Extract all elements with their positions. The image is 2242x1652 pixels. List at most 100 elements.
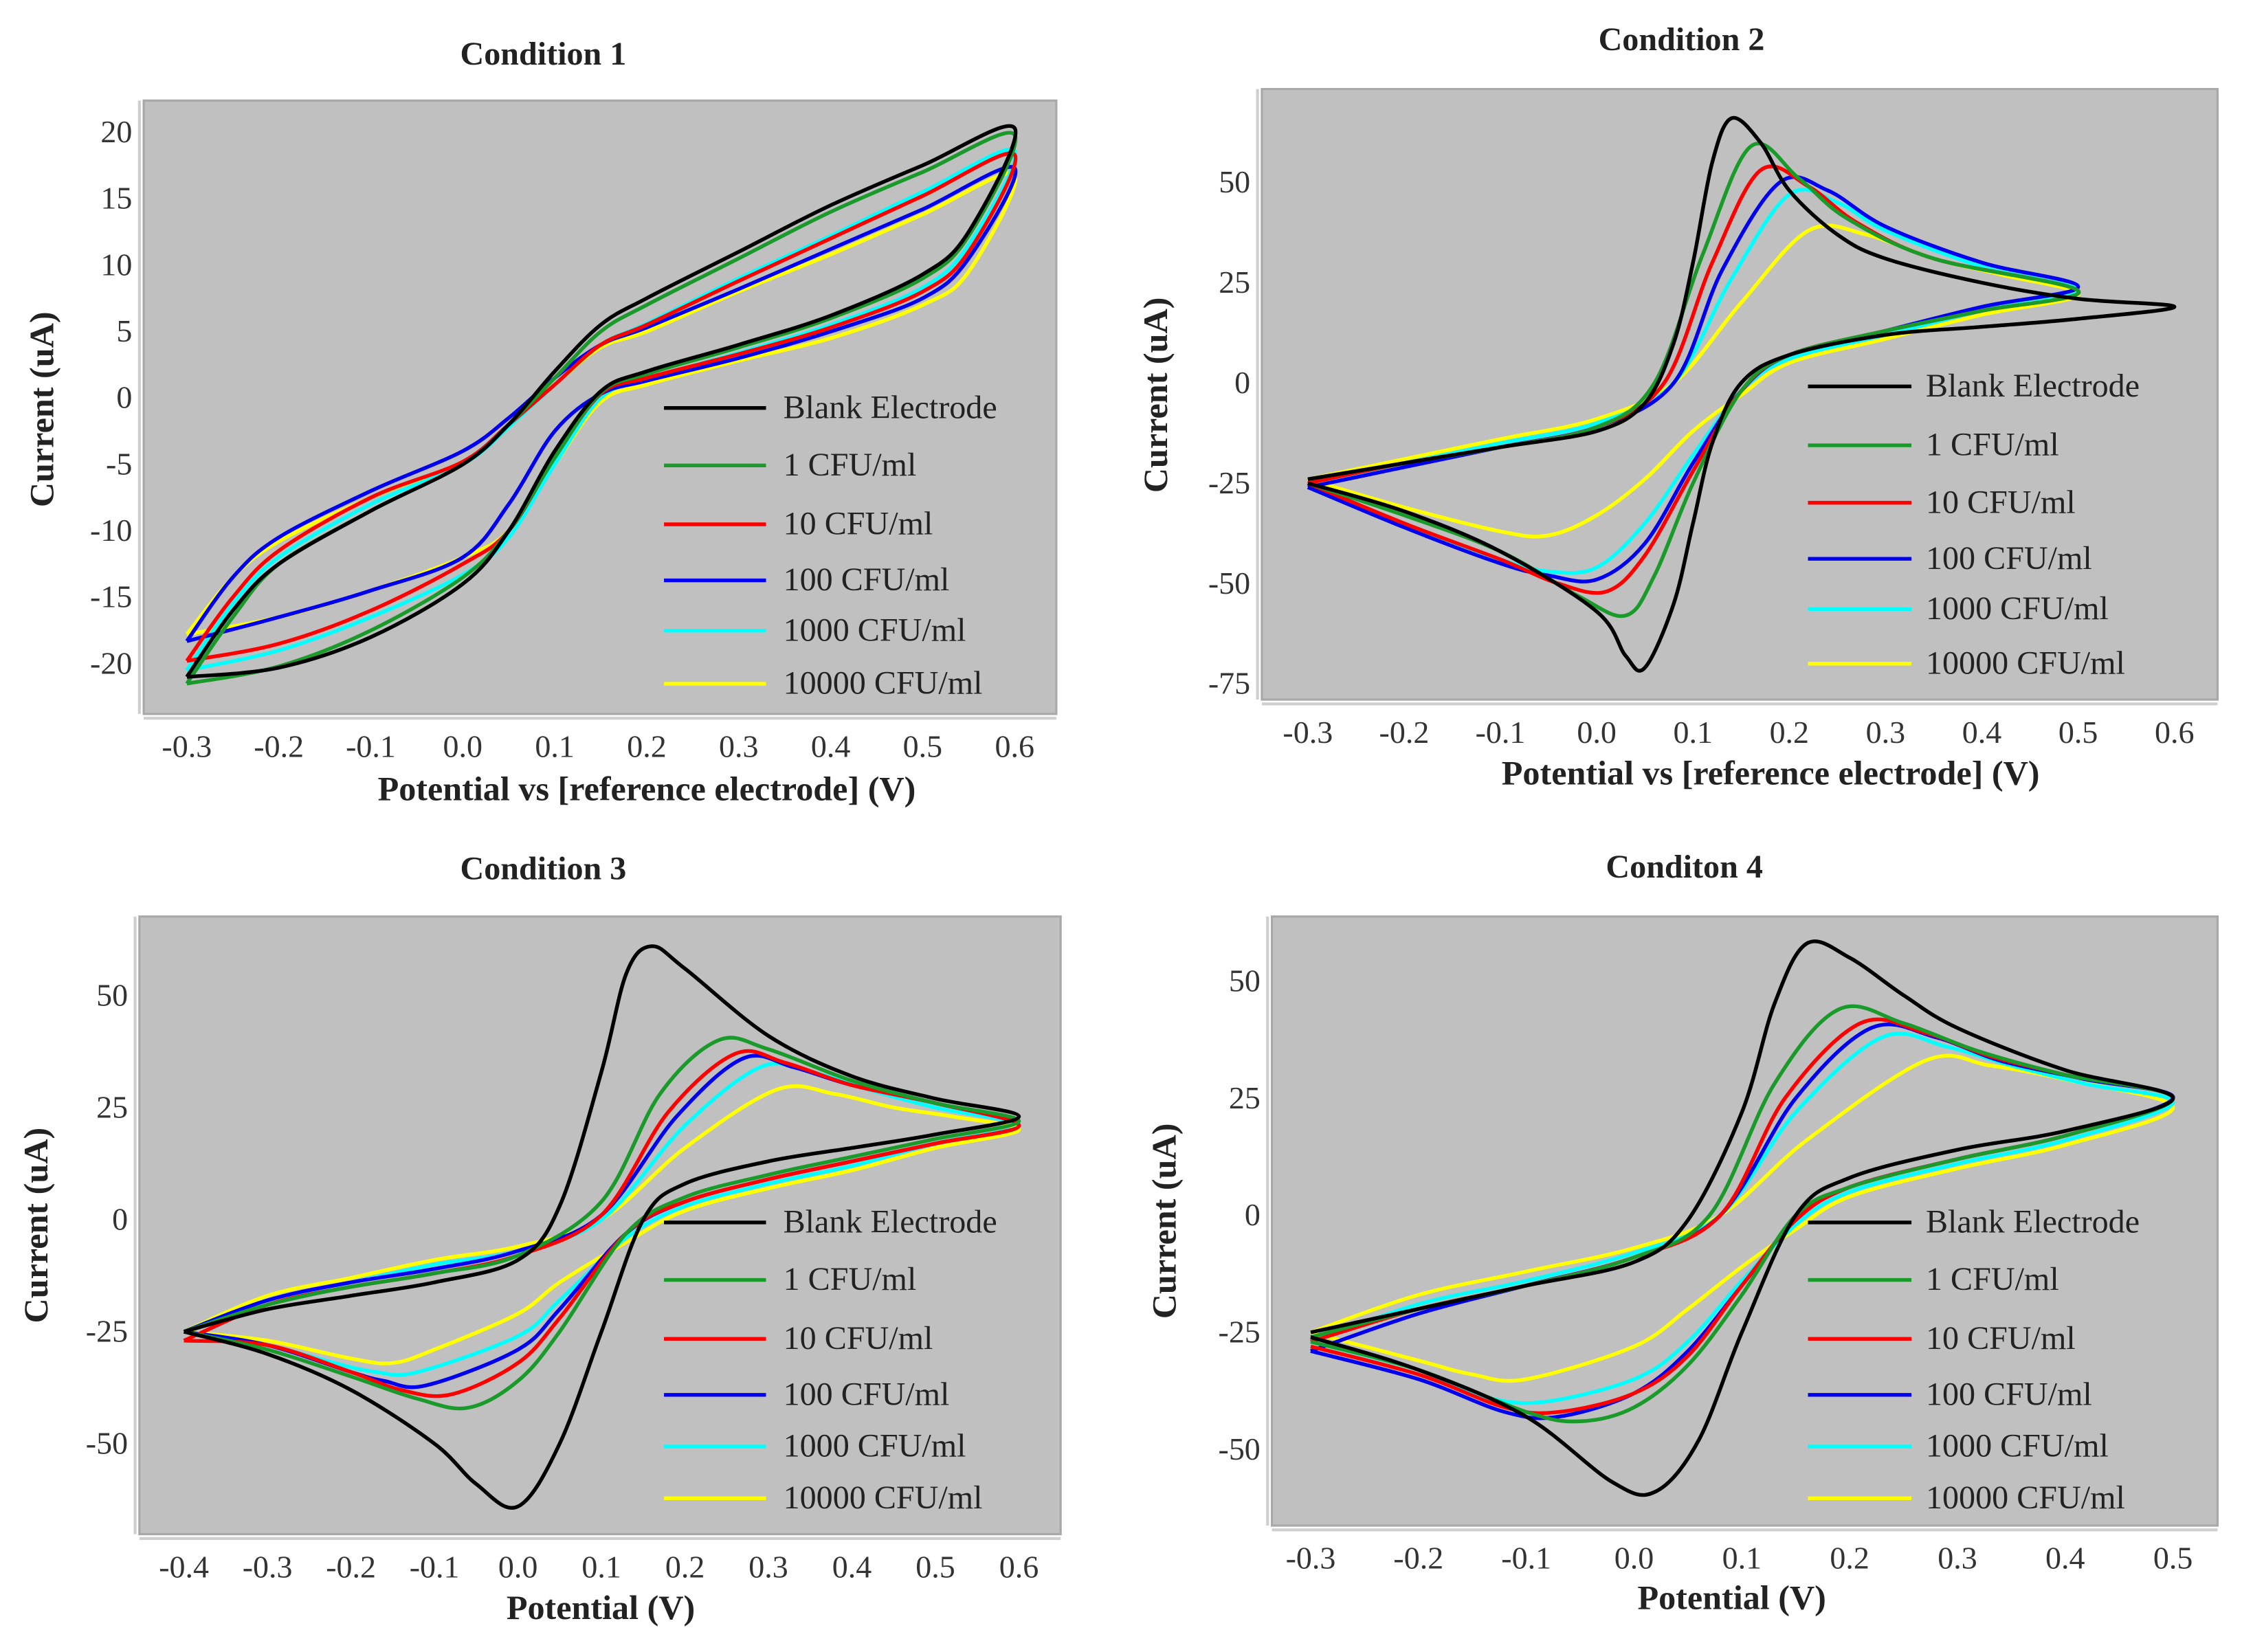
y-tick-label: 0 [1234, 365, 1250, 400]
legend-item: 1000 CFU/ml [664, 1428, 966, 1464]
x-tick-label: -0.3 [1283, 715, 1333, 750]
series-line-blank-electrode [1307, 115, 2177, 673]
legend-label: Blank Electrode [784, 1204, 997, 1240]
series-line-1000-cfu-ml [1310, 1031, 2175, 1405]
legend-item: 1 CFU/ml [1808, 1261, 2059, 1297]
x-tick-label: 0.2 [1830, 1541, 1869, 1576]
x-axis-label: Potential vs [reference electrode] (V) [1502, 753, 2040, 792]
x-tick-label: 0.2 [627, 729, 666, 764]
legend-label: Blank Electrode [784, 389, 997, 425]
chart-condition-4: Conditon 4 Potential (V) Current (uA) -0.3 -… [1144, 849, 2219, 1616]
legend-item: 1 CFU/ml [664, 1261, 916, 1297]
legend-item: Blank Electrode [664, 389, 997, 425]
legend-label: 10 CFU/ml [784, 506, 933, 542]
chart-condition-2: Condition 2 Potential vs [reference elect… [1136, 21, 2219, 792]
y-tick-label: 0 [112, 1201, 128, 1236]
legend-item: 10000 CFU/ml [1808, 645, 2125, 681]
legend-item: 10 CFU/ml [664, 1320, 933, 1357]
y-axis-label: Current (uA) [16, 1128, 55, 1324]
x-tick-label: -0.3 [243, 1549, 293, 1584]
chart-condition-1: Condition 1 Potential vs [reference elect… [22, 36, 1058, 807]
y-tick-label: 25 [96, 1089, 128, 1124]
legend-label: 100 CFU/ml [1926, 540, 2092, 577]
y-tick-label: -25 [86, 1313, 128, 1348]
series-line-1-cfu-ml [183, 1036, 1021, 1411]
x-tick-label: -0.1 [410, 1549, 460, 1584]
series-line-blank-electrode [185, 124, 1018, 679]
x-tick-label: 0.6 [995, 729, 1034, 764]
legend-label: 100 CFU/ml [784, 561, 950, 598]
x-tick-label: 0.4 [2045, 1541, 2085, 1576]
x-tick-label: -0.3 [162, 729, 212, 764]
legend-label: 100 CFU/ml [784, 1376, 950, 1412]
series-line-10000-cfu-ml [183, 1084, 1021, 1365]
legend-label: 100 CFU/ml [1926, 1376, 2092, 1412]
legend-label: 10000 CFU/ml [1926, 645, 2125, 681]
legend-item: 1 CFU/ml [664, 447, 916, 483]
x-tick-label: 0.1 [1722, 1541, 1762, 1576]
legend-label: 1 CFU/ml [784, 1261, 917, 1297]
legend-item: 100 CFU/ml [664, 561, 949, 598]
legend-item: Blank Electrode [1808, 368, 2140, 404]
x-tick-label: 0.2 [1770, 715, 1809, 750]
legend-item: Blank Electrode [1808, 1204, 2140, 1240]
plot-area [1270, 915, 2219, 1527]
chart-title: Condition 2 [1599, 21, 1765, 58]
plot-area [138, 915, 1062, 1536]
x-tick-label: 0.4 [811, 729, 850, 764]
y-tick-label: 5 [116, 313, 132, 348]
chart-title: Conditon 4 [1606, 849, 1762, 885]
legend-label: 10 CFU/ml [1926, 484, 2076, 520]
legend: Blank Electrode 1 CFU/ml 10 CFU/ml 100 CFU/… [1808, 368, 2140, 681]
x-tick-label: -0.2 [1393, 1541, 1443, 1576]
x-tick-label: -0.4 [159, 1549, 209, 1584]
x-axis-label: Potential (V) [507, 1588, 695, 1627]
x-tick-label: 0.3 [1866, 715, 1905, 750]
y-tick-label: -25 [1208, 465, 1250, 500]
legend-item: 10 CFU/ml [1808, 1320, 2076, 1357]
x-tick-label: 0.2 [665, 1549, 704, 1584]
legend-label: Blank Electrode [1926, 368, 2140, 404]
x-tick-label: 0.3 [1938, 1541, 1977, 1576]
x-tick-label: -0.2 [326, 1549, 376, 1584]
series-curves [183, 944, 1021, 1510]
x-axis-label: Potential (V) [1637, 1578, 1825, 1616]
x-tick-label: 0.5 [2153, 1541, 2193, 1576]
y-tick-label: -5 [106, 446, 132, 481]
x-tick-label: 0.5 [903, 729, 942, 764]
x-tick-label: 0.5 [2058, 715, 2098, 750]
y-tick-label: 20 [100, 114, 132, 149]
chart-title: Condition 1 [460, 36, 626, 72]
y-tick-label: 50 [1229, 963, 1261, 998]
x-tick-label: 0.4 [832, 1549, 872, 1584]
legend-item: 1000 CFU/ml [664, 612, 966, 648]
y-axis-label: Current (uA) [1136, 298, 1175, 493]
x-tick-label: 0.6 [999, 1549, 1039, 1584]
legend-item: 10 CFU/ml [1808, 484, 2076, 520]
y-tick-label: 15 [100, 181, 132, 216]
x-tick-label: -0.2 [1379, 715, 1430, 750]
legend: Blank Electrode 1 CFU/ml 10 CFU/ml 100 CFU/… [664, 389, 997, 702]
legend-label: 1 CFU/ml [1926, 1261, 2059, 1297]
series-line-blank-electrode [1310, 939, 2175, 1497]
legend-item: 1000 CFU/ml [1808, 1428, 2109, 1464]
y-tick-label: 50 [96, 977, 128, 1012]
y-tick-label: -10 [90, 513, 132, 548]
x-tick-label: 0.1 [1673, 715, 1712, 750]
legend-item: 10000 CFU/ml [1808, 1480, 2125, 1516]
y-tick-label: -15 [90, 579, 132, 614]
y-tick-label: -50 [1208, 566, 1250, 601]
x-tick-label: 0.0 [498, 1549, 537, 1584]
x-tick-label: 0.1 [581, 1549, 621, 1584]
legend-item: 100 CFU/ml [664, 1376, 949, 1412]
legend-label: 1000 CFU/ml [784, 612, 966, 648]
legend-item: 1 CFU/ml [1808, 427, 2059, 463]
series-line-blank-electrode [183, 944, 1021, 1510]
x-tick-label: 0.0 [1577, 715, 1616, 750]
x-tick-label: 0.6 [2155, 715, 2194, 750]
chart-condition-3: Condition 3 Potential (V) Current (uA) -0.4… [16, 850, 1062, 1627]
chart-title: Condition 3 [460, 850, 626, 886]
y-tick-label: -50 [1219, 1431, 1261, 1466]
y-tick-label: 0 [116, 380, 132, 415]
x-tick-label: -0.1 [1501, 1541, 1551, 1576]
